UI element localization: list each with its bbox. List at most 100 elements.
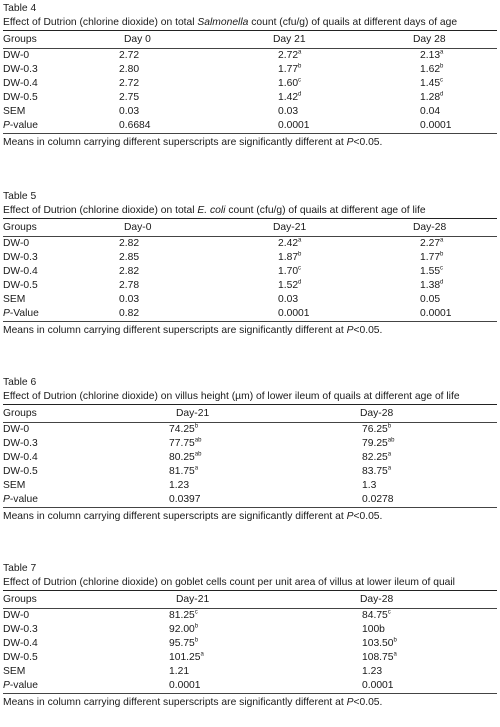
table-row: DW-0 74.25b 76.25b	[3, 423, 497, 437]
cell-value: 92.00	[169, 624, 195, 635]
table-row: DW-0 2.72 2.72a 2.13a	[3, 49, 497, 63]
table-cell: 2.82	[119, 237, 139, 251]
cell-value: 1.77	[278, 64, 299, 75]
table-cell: 100b	[362, 623, 385, 637]
cell-value: 1.45	[420, 78, 441, 89]
table-caption: Effect of Dutrion (chlorine dioxide) on …	[3, 576, 497, 590]
table-caption: Effect of Dutrion (chlorine dioxide) on …	[3, 390, 497, 404]
cell-value: 1.23	[169, 480, 190, 491]
cell-value: 82.25	[362, 452, 388, 463]
table-block: Table 4 Effect of Dutrion (chlorine dioxi…	[3, 2, 497, 150]
p-italic: P	[3, 120, 10, 131]
table-row: DW-0 81.25c 84.75c	[3, 609, 497, 623]
row-label: DW-0.3	[3, 437, 38, 451]
cell-value: 2.72	[119, 50, 140, 61]
cell-value: 2.13	[420, 50, 441, 61]
table-row: DW-0.5 2.78 1.52d 1.38d	[3, 279, 497, 293]
cell-value: 2.78	[119, 280, 140, 291]
table-cell: 1.28d	[420, 91, 443, 105]
top-rule	[3, 30, 497, 31]
superscript: d	[440, 279, 444, 286]
row-label: DW-0.5	[3, 465, 38, 479]
note-p: P	[346, 511, 354, 522]
p-italic: P	[3, 680, 10, 691]
cell-value: 0.03	[278, 294, 299, 305]
column-header: Groups	[3, 222, 37, 233]
note-text: <0.05.	[353, 697, 383, 708]
p-suffix: -Value	[9, 308, 39, 319]
note-text: <0.05.	[353, 325, 383, 336]
cell-value: DW-0.3	[3, 624, 38, 635]
cell-value: 74.25	[169, 424, 195, 435]
cell-value: 2.72	[119, 78, 140, 89]
table-label: Table 4	[3, 3, 37, 14]
row-label: DW-0	[3, 423, 29, 437]
column-header: Day-28	[360, 408, 394, 419]
superscript: a	[298, 237, 302, 244]
cell-value: 1.3	[362, 480, 377, 491]
table-cell: 0.05	[420, 293, 440, 307]
cell-value: 1.23	[362, 666, 383, 677]
table-cell: 1.21	[169, 665, 189, 679]
cell-value: 1.42	[278, 92, 299, 103]
cell-value: 1.52	[278, 280, 299, 291]
table-cell: 77.75ab	[169, 437, 201, 451]
table-caption: Effect of Dutrion (chlorine dioxide) on …	[3, 16, 497, 30]
table-cell: 95.75b	[169, 637, 198, 651]
table-cell: 2.78	[119, 279, 139, 293]
table-row: DW-0 2.82 2.42a 2.27a	[3, 237, 497, 251]
table-cell: 1.87b	[278, 251, 301, 265]
cell-value: 101.25	[169, 652, 201, 663]
cell-value: 1.62	[420, 64, 441, 75]
cell-value: 0.0278	[362, 494, 394, 505]
top-rule	[3, 404, 497, 405]
superscript: b	[194, 637, 199, 644]
column-header: Day-21	[176, 594, 210, 605]
cell-value: 1.28	[420, 92, 441, 103]
table-cell: 1.55c	[420, 265, 443, 279]
p-italic: P	[3, 494, 10, 505]
p-italic: P	[3, 308, 10, 319]
cell-value: 2.72	[278, 50, 299, 61]
cell-value: 1.60	[278, 78, 299, 89]
cell-value: SEM	[3, 480, 26, 491]
cell-value: DW-0.3	[3, 252, 38, 263]
table-cell: 0.0001	[169, 679, 201, 693]
row-label: P-Value	[3, 307, 39, 321]
table-cell: 0.0001	[278, 307, 310, 321]
cell-value: DW-0.4	[3, 638, 38, 649]
superscript: b	[194, 423, 199, 430]
table-cell: 0.0001	[420, 307, 452, 321]
column-header: Groups	[3, 408, 37, 419]
cell-value: 1.87	[278, 252, 299, 263]
table-cell: 1.23	[362, 665, 382, 679]
table-cell: 2.80	[119, 63, 139, 77]
column-header: Groups	[3, 594, 37, 605]
row-label: P-value	[3, 679, 38, 693]
caption-text: Effect of Dutrion (chlorine dioxide) on …	[3, 577, 455, 588]
table-footnote: Means in column carrying different super…	[3, 696, 497, 710]
table-label: Table 5	[3, 191, 37, 202]
cell-value: 79.25	[362, 438, 388, 449]
header-row: Groups Day-21 Day-28	[3, 591, 497, 608]
table-cell: 1.3	[362, 479, 376, 493]
table-cell: 2.13a	[420, 49, 443, 63]
table-row: DW-0.5 81.75a 83.75a	[3, 465, 497, 479]
table-row: DW-0.4 2.82 1.70c 1.55c	[3, 265, 497, 279]
superscript: a	[440, 237, 444, 244]
table-row: SEM 0.03 0.03 0.04	[3, 105, 497, 119]
cell-value: 81.75	[169, 466, 195, 477]
cell-value: SEM	[3, 106, 26, 117]
cell-value: 77.75	[169, 438, 195, 449]
cell-value: 0.0001	[169, 680, 201, 691]
table-cell: 0.0001	[278, 119, 310, 133]
row-label: P-value	[3, 493, 38, 507]
row-label: DW-0.4	[3, 265, 38, 279]
table-row: SEM 1.23 1.3	[3, 479, 497, 493]
table-cell: 80.25ab	[169, 451, 201, 465]
table-block: Table 6 Effect of Dutrion (chlorine dioxi…	[3, 376, 497, 524]
row-label: DW-0.3	[3, 63, 38, 77]
header-rule	[3, 422, 497, 423]
table-cell: 1.77b	[420, 251, 443, 265]
cell-value: 108.75	[362, 652, 394, 663]
